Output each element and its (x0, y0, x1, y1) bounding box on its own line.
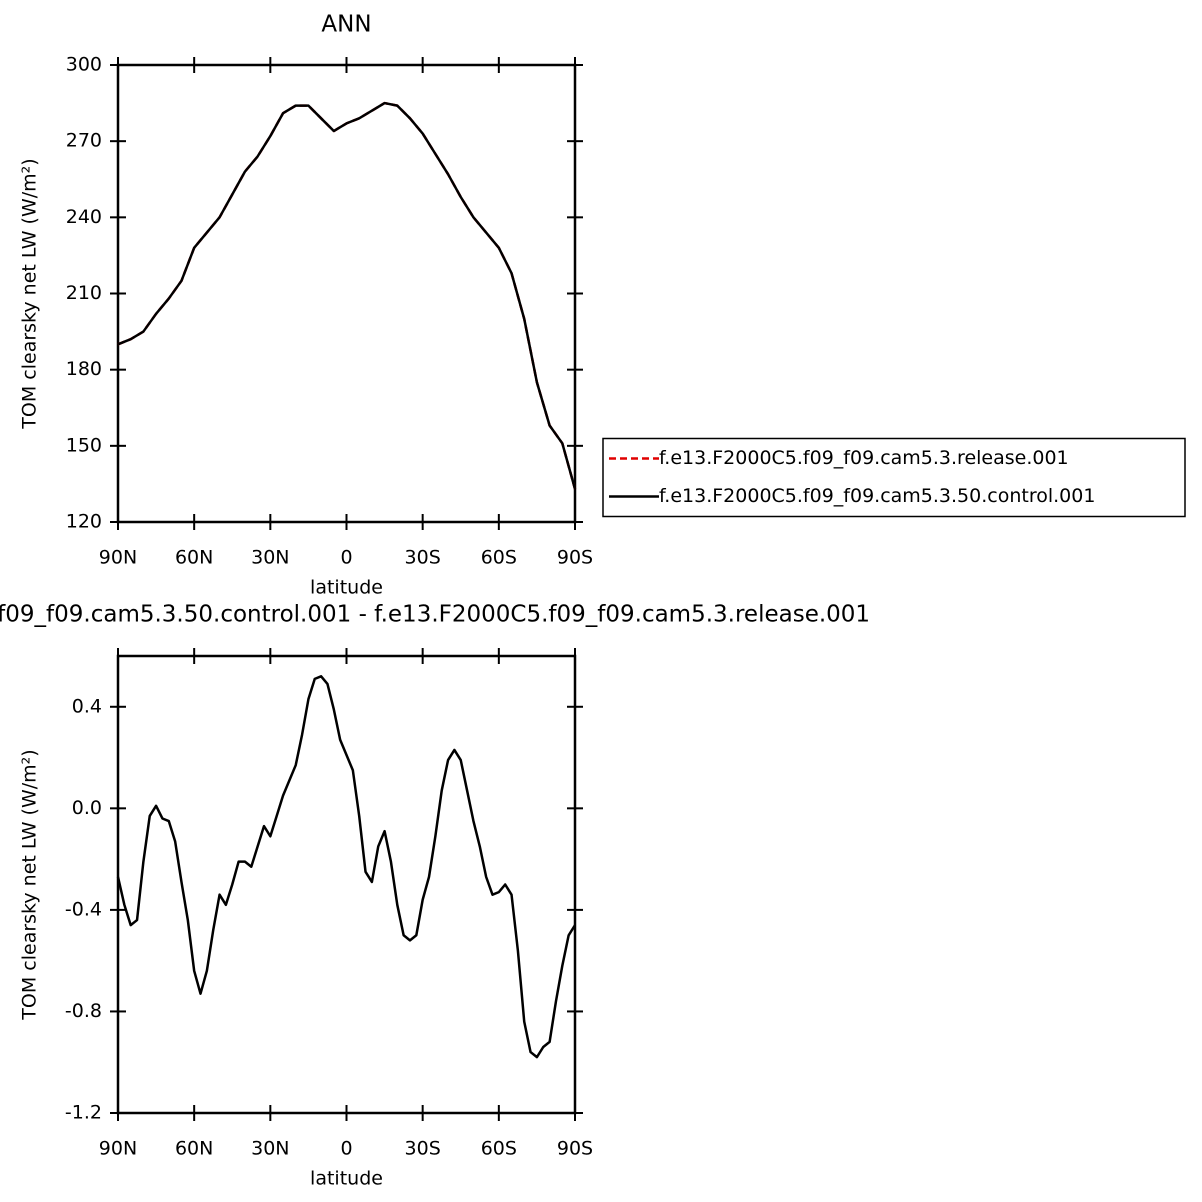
y-tick-label: 180 (66, 358, 102, 380)
x-tick-label: 60N (175, 547, 213, 569)
plot-frame (116, 63, 577, 524)
y-tick-label: -0.8 (65, 1000, 102, 1022)
x-tick-label: 30S (405, 547, 441, 569)
y-tick-label: 210 (66, 282, 102, 304)
data-line (117, 101, 577, 490)
x-tick-label: 30N (251, 1138, 289, 1160)
y-tick-label: 150 (66, 434, 102, 456)
y-tick-label: -1.2 (65, 1102, 102, 1124)
y-axis-label: TOM clearsky net LW (W/m²) (19, 749, 41, 1020)
y-tick-label: 0.4 (72, 695, 102, 717)
x-tick-label: 30S (405, 1138, 441, 1160)
y-tick-label: -0.4 (65, 898, 102, 920)
x-tick-label: 90S (557, 1138, 593, 1160)
x-tick-label: 30N (251, 547, 289, 569)
data-line (117, 101, 577, 490)
x-tick-label: 90N (99, 1138, 137, 1160)
x-tick-label: 0 (340, 1138, 352, 1160)
plot-frame (116, 654, 577, 1115)
y-tick-label: 240 (66, 206, 102, 228)
x-tick-label: 60S (481, 547, 517, 569)
y-tick-label: 270 (66, 130, 102, 152)
y-tick-label: 0.0 (72, 797, 102, 819)
x-axis-label: latitude (310, 577, 383, 599)
y-tick-label: 120 (66, 511, 102, 533)
data-line (116, 675, 577, 1059)
legend-label: f.e13.F2000C5.f09_f09.cam5.3.50.control.… (659, 485, 1095, 507)
legend-box (602, 437, 1186, 518)
chart-title: ANN (321, 12, 371, 38)
chart-title: f.e13.F2000C5.f09_f09.cam5.3.50.control.… (0, 602, 870, 628)
legend-label: f.e13.F2000C5.f09_f09.cam5.3.release.001 (659, 447, 1069, 469)
x-tick-label: 90N (99, 547, 137, 569)
x-axis-label: latitude (310, 1168, 383, 1190)
x-tick-label: 60N (175, 1138, 213, 1160)
x-tick-label: 0 (340, 547, 352, 569)
x-tick-label: 60S (481, 1138, 517, 1160)
y-tick-label: 300 (66, 54, 102, 76)
y-axis-label: TOM clearsky net LW (W/m²) (19, 158, 41, 429)
x-tick-label: 90S (557, 547, 593, 569)
